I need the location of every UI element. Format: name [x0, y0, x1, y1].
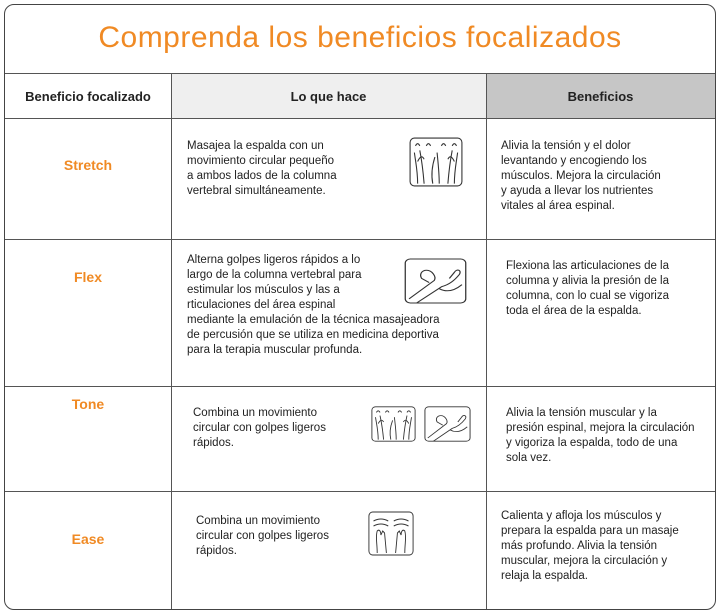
column-divider — [486, 73, 487, 609]
icon-stroke — [373, 518, 409, 527]
text-line: estimular los músculos y las a — [187, 284, 340, 296]
icon-stroke — [424, 406, 471, 442]
icon-stroke — [375, 410, 412, 440]
does-text: Combina un movimiento circular con golpes… — [193, 406, 326, 451]
title: Comprenda los beneficios focalizados — [98, 21, 622, 54]
text-line: relaja la espalda. — [501, 570, 588, 582]
row-divider — [5, 239, 715, 240]
icon-stroke — [447, 150, 459, 184]
icon-stroke — [375, 529, 387, 554]
text-line: prepara la espalda para un masaje — [501, 525, 679, 537]
icon-stroke — [375, 415, 385, 440]
text-line: Combina un movimiento — [193, 407, 318, 419]
benefit-label: Stretch — [63, 157, 113, 173]
text-line: rápidos. — [196, 545, 237, 557]
text-line: Calienta y afloja los músculos y — [501, 510, 662, 522]
text-line: largo de la columna vertebral para — [187, 269, 362, 281]
icon — [368, 511, 414, 556]
text-line: rápidos. — [193, 437, 234, 449]
icon-stroke — [414, 143, 458, 147]
benefit-label: Ease — [71, 531, 105, 547]
icon-stroke — [368, 511, 414, 556]
row-divider — [5, 386, 715, 387]
icon — [409, 137, 463, 187]
icon-stroke — [413, 143, 459, 184]
text-line: sola vez. — [506, 452, 552, 464]
text-line: más profundo. Alivia la tensión — [501, 540, 657, 552]
text-line: muscular, mejora la circulación y — [501, 555, 668, 567]
text-line: Alterna golpes ligeros rápidos a lo — [187, 254, 361, 266]
text-line: Alivia la tensión muscular y la — [506, 407, 657, 419]
table-page: Comprenda los beneficios focalizados Ben… — [4, 4, 716, 610]
benefits-text: Flexiona las articulaciones de la columna… — [506, 259, 669, 319]
icon — [424, 406, 471, 442]
text-line: Flexiona las articulaciones de la — [506, 260, 670, 272]
text-line: circular con golpes ligeros — [193, 422, 326, 434]
does-text: Combina un movimiento circular con golpes… — [196, 514, 329, 559]
benefits-text: Alivia la tensión muscular y la presión e… — [506, 406, 695, 466]
text-line: para la terapia muscular profunda. — [187, 344, 363, 356]
text-line: levantando y encogiendo los — [501, 155, 647, 167]
text-line: vitales al área espinal. — [501, 200, 615, 212]
does-text: Masajea la espalda con un movimiento circ… — [187, 139, 337, 199]
column-divider — [171, 73, 172, 609]
text-line: músculos. Mejora la circulación — [501, 170, 661, 182]
text-line: y vigoriza la espalda, todo de una — [506, 437, 678, 449]
text-line: columna, con lo cual se vigoriza — [506, 290, 669, 302]
column-header: Lo que hace — [171, 73, 486, 119]
icon-stroke — [450, 426, 468, 433]
column-header: Beneficio focalizado — [5, 73, 171, 119]
icon-stroke — [373, 518, 409, 554]
icon-stroke — [427, 415, 448, 439]
text-line: circular con golpes ligeros — [196, 530, 329, 542]
text-line: y ayuda a llevar los nutrientes — [501, 185, 654, 197]
text-line: toda el área de la espalda. — [506, 305, 642, 317]
icon-stroke — [389, 417, 397, 440]
text-line: presión espinal, mejora la circulación — [506, 422, 695, 434]
icon-stroke — [413, 150, 425, 184]
does-text: Alterna golpes ligeros rápidos a lo largo… — [187, 253, 440, 358]
icon-stroke — [404, 258, 467, 304]
benefits-text: Calienta y afloja los músculos y prepara … — [501, 509, 679, 584]
text-line: Alivia la tensión y el dolor — [501, 140, 631, 152]
icon-stroke — [431, 152, 440, 184]
benefit-label: Tone — [71, 396, 105, 412]
text-line: vertebral simultáneamente. — [187, 185, 326, 197]
benefit-label: Flex — [73, 269, 102, 285]
column-header: Beneficios — [486, 73, 715, 119]
icon-stroke — [402, 415, 412, 440]
text-line: de percusión que se utiliza en medicina … — [187, 329, 439, 341]
row-divider — [5, 491, 715, 492]
icon-stroke — [438, 284, 463, 292]
text-line: Combina un movimiento — [196, 515, 321, 527]
text-line: movimiento circular pequeño — [187, 155, 335, 167]
text-line: columna y alivia la presión de la — [506, 275, 670, 287]
icon-stroke — [433, 415, 467, 442]
text-line: rticulaciones del área espinal — [187, 299, 336, 311]
icon-stroke — [416, 269, 461, 304]
icon-stroke — [427, 415, 468, 442]
icon-stroke — [395, 529, 407, 554]
text-line: mediante la emulación de la técnica masa… — [187, 314, 440, 326]
icon-stroke — [408, 269, 463, 304]
icon-stroke — [408, 269, 436, 300]
text-line: Masajea la espalda con un — [187, 140, 324, 152]
text-line: a ambos lados de la columna — [187, 170, 337, 182]
icon — [371, 406, 416, 442]
icon — [404, 258, 467, 304]
benefits-text: Alivia la tensión y el dolor levantando y… — [501, 139, 661, 214]
icon-stroke — [375, 410, 412, 413]
